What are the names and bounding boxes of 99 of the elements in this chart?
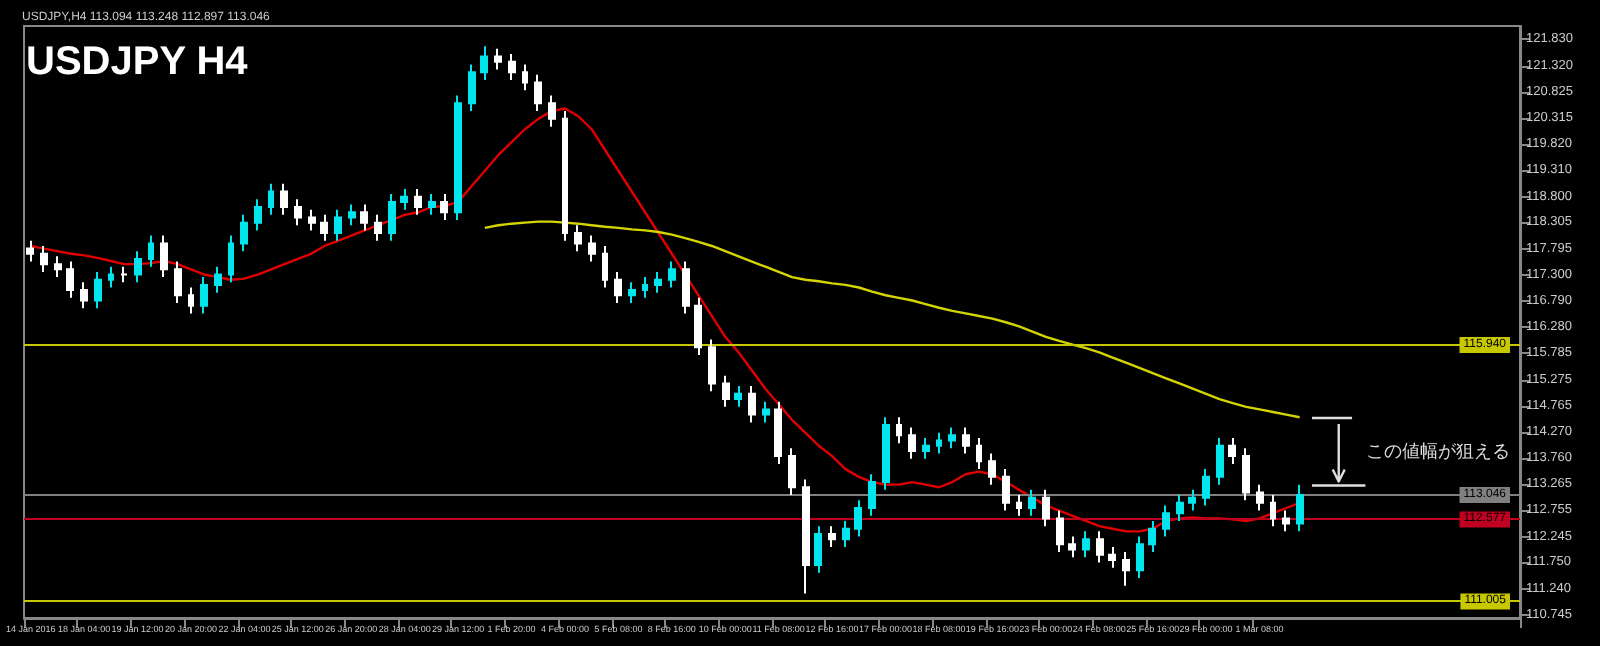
candlestick <box>1042 488 1050 528</box>
candlestick <box>40 244 48 273</box>
candlestick <box>668 260 676 289</box>
candlestick <box>1068 535 1076 559</box>
candlestick <box>454 94 462 222</box>
candlestick <box>1176 494 1184 522</box>
candlestick <box>948 426 956 450</box>
candlestick <box>762 400 770 424</box>
candlestick <box>588 234 596 263</box>
candlestick <box>54 255 62 279</box>
candlestick <box>26 239 34 263</box>
candlestick <box>828 525 836 548</box>
candlestick <box>188 286 194 315</box>
candlestick <box>574 224 582 253</box>
text: この値幅が狙える <box>1366 440 1511 461</box>
candlestick <box>94 270 102 310</box>
candlestick <box>722 374 730 408</box>
candlestick <box>254 198 262 232</box>
candlestick <box>802 478 810 595</box>
candlestick <box>214 265 222 294</box>
candlestick <box>962 426 970 455</box>
candlestick <box>602 244 608 289</box>
candlestick <box>494 47 502 71</box>
candlestick <box>1096 530 1104 564</box>
candlestick <box>468 63 476 113</box>
candlestick <box>988 452 996 486</box>
candlestick <box>414 187 422 216</box>
candlestick <box>1242 447 1250 502</box>
candlestick <box>748 385 756 424</box>
candlestick <box>134 250 142 284</box>
candlestick <box>1122 551 1130 587</box>
candlestick <box>1188 488 1196 512</box>
candlestick <box>240 213 248 253</box>
candlestick <box>1002 468 1010 512</box>
candlestick <box>428 193 436 216</box>
candlestick <box>922 436 930 460</box>
candlestick <box>1028 488 1036 517</box>
candlestick <box>80 281 88 310</box>
candlestick <box>320 213 328 242</box>
candlestick <box>788 447 796 497</box>
candlestick <box>1056 509 1064 554</box>
candlestick <box>268 182 274 216</box>
candlestick <box>160 234 168 279</box>
candlestick <box>120 265 128 284</box>
candlestick <box>1228 436 1236 465</box>
chart-title: USDJPY H4 <box>26 40 250 84</box>
candlestick <box>976 436 982 471</box>
candlestick <box>868 473 876 517</box>
candlestick <box>854 499 862 538</box>
candlestick <box>682 260 690 315</box>
candlestick <box>734 385 742 408</box>
candlestick <box>654 270 662 294</box>
candlestick <box>1082 530 1090 559</box>
candlestick <box>628 281 636 305</box>
line-series <box>29 107 1301 533</box>
candlestick <box>534 73 542 113</box>
candlestick <box>814 525 822 574</box>
candlestick <box>348 203 356 227</box>
candlestick <box>108 265 114 289</box>
candlestick <box>694 296 702 356</box>
candlestick <box>400 187 408 211</box>
candlestick <box>642 276 648 299</box>
candlestick <box>1202 468 1210 507</box>
candlestick <box>1270 494 1276 528</box>
candlestick <box>200 276 208 315</box>
candlestick <box>614 270 622 305</box>
candlestick <box>280 182 288 216</box>
candlestick <box>882 416 890 491</box>
candlestick <box>480 45 488 81</box>
candlestick <box>774 400 782 465</box>
candlestick <box>562 110 568 242</box>
candlestick <box>174 260 182 305</box>
candlestick <box>908 426 916 460</box>
candlestick <box>1256 483 1264 512</box>
candlestick <box>228 234 234 284</box>
candlestick <box>1162 504 1170 538</box>
candlestick <box>360 203 368 232</box>
candlestick <box>374 213 382 242</box>
candlestick <box>1282 509 1290 533</box>
candlestick <box>1136 535 1144 580</box>
candlestick <box>936 431 942 455</box>
candlestick <box>334 208 342 242</box>
candlestick <box>1016 494 1022 517</box>
candlestick <box>1216 436 1224 486</box>
candlestick <box>896 416 902 445</box>
candlestick <box>148 234 154 268</box>
candlestick <box>708 338 716 393</box>
candlestick <box>66 260 74 299</box>
candlestick <box>522 63 528 92</box>
candlestick <box>1148 519 1156 554</box>
candlestick <box>1108 545 1116 569</box>
candlestick <box>388 193 396 242</box>
candlestick <box>308 208 316 232</box>
candlestick <box>508 53 516 81</box>
candlestick <box>1296 483 1304 533</box>
candlestick <box>294 198 302 227</box>
candlestick <box>548 94 556 128</box>
candlestick <box>440 193 448 222</box>
candlestick <box>842 519 850 548</box>
